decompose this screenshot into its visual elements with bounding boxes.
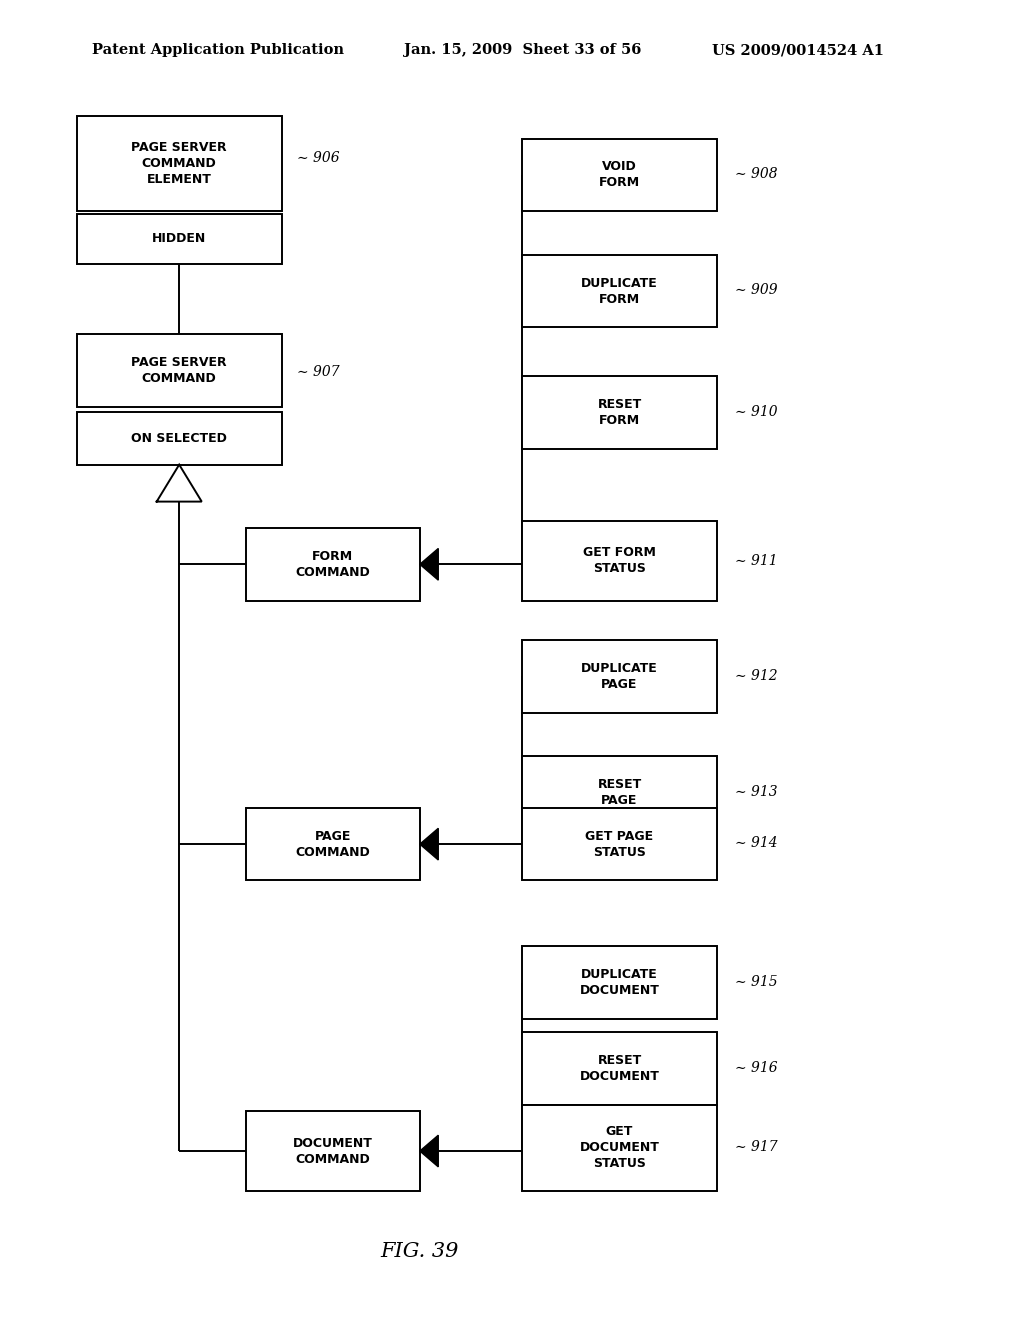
Text: RESET
DOCUMENT: RESET DOCUMENT: [580, 1055, 659, 1082]
FancyBboxPatch shape: [77, 334, 282, 407]
FancyBboxPatch shape: [522, 521, 717, 601]
FancyBboxPatch shape: [77, 116, 282, 211]
Polygon shape: [420, 1135, 438, 1167]
FancyBboxPatch shape: [522, 139, 717, 211]
Text: ∼ 915: ∼ 915: [735, 975, 778, 989]
FancyBboxPatch shape: [246, 1111, 420, 1191]
Text: PAGE
COMMAND: PAGE COMMAND: [296, 830, 370, 858]
Text: Jan. 15, 2009  Sheet 33 of 56: Jan. 15, 2009 Sheet 33 of 56: [404, 44, 642, 57]
Text: GET FORM
STATUS: GET FORM STATUS: [583, 546, 656, 576]
Text: ∼ 916: ∼ 916: [735, 1061, 778, 1074]
Text: ∼ 914: ∼ 914: [735, 837, 778, 850]
Text: ON SELECTED: ON SELECTED: [131, 432, 227, 445]
Text: ∼ 908: ∼ 908: [735, 168, 778, 181]
Text: ∼ 913: ∼ 913: [735, 785, 778, 799]
Polygon shape: [420, 549, 438, 581]
Text: DUPLICATE
DOCUMENT: DUPLICATE DOCUMENT: [580, 969, 659, 997]
Text: FIG. 39: FIG. 39: [381, 1242, 459, 1261]
Text: US 2009/0014524 A1: US 2009/0014524 A1: [712, 44, 884, 57]
Polygon shape: [420, 829, 438, 861]
FancyBboxPatch shape: [522, 808, 717, 880]
Text: GET PAGE
STATUS: GET PAGE STATUS: [586, 830, 653, 858]
Text: ∼ 910: ∼ 910: [735, 405, 778, 418]
FancyBboxPatch shape: [77, 214, 282, 264]
Text: ∼ 906: ∼ 906: [297, 152, 340, 165]
FancyBboxPatch shape: [246, 528, 420, 601]
Text: RESET
PAGE: RESET PAGE: [597, 779, 642, 807]
FancyBboxPatch shape: [246, 808, 420, 880]
FancyBboxPatch shape: [77, 412, 282, 465]
Text: ∼ 909: ∼ 909: [735, 284, 778, 297]
Text: Patent Application Publication: Patent Application Publication: [92, 44, 344, 57]
FancyBboxPatch shape: [522, 255, 717, 327]
Text: RESET
FORM: RESET FORM: [597, 399, 642, 426]
FancyBboxPatch shape: [522, 1032, 717, 1105]
Text: DUPLICATE
PAGE: DUPLICATE PAGE: [582, 663, 657, 690]
FancyBboxPatch shape: [522, 640, 717, 713]
Text: FORM
COMMAND: FORM COMMAND: [296, 550, 370, 578]
Text: ∼ 912: ∼ 912: [735, 669, 778, 682]
Text: PAGE SERVER
COMMAND: PAGE SERVER COMMAND: [131, 356, 227, 384]
Text: PAGE SERVER
COMMAND
ELEMENT: PAGE SERVER COMMAND ELEMENT: [131, 141, 227, 186]
FancyBboxPatch shape: [522, 376, 717, 449]
Text: GET
DOCUMENT
STATUS: GET DOCUMENT STATUS: [580, 1125, 659, 1171]
Text: ∼ 911: ∼ 911: [735, 554, 778, 568]
FancyBboxPatch shape: [522, 946, 717, 1019]
FancyBboxPatch shape: [522, 756, 717, 829]
Text: DOCUMENT
COMMAND: DOCUMENT COMMAND: [293, 1137, 373, 1166]
Text: ∼ 917: ∼ 917: [735, 1140, 778, 1154]
Text: ∼ 907: ∼ 907: [297, 366, 340, 379]
FancyBboxPatch shape: [522, 1105, 717, 1191]
Text: VOID
FORM: VOID FORM: [599, 161, 640, 189]
Text: HIDDEN: HIDDEN: [153, 232, 206, 246]
Text: DUPLICATE
FORM: DUPLICATE FORM: [582, 277, 657, 305]
